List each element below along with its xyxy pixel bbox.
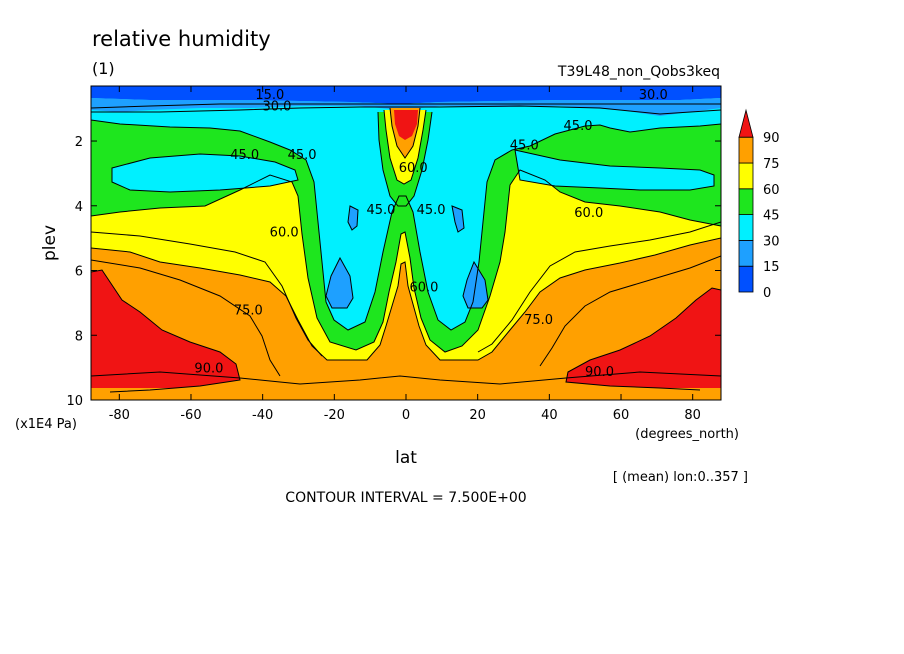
x-tick-label: 20: [469, 408, 486, 423]
mean-note: [ (mean) lon:0..357 ]: [613, 470, 748, 485]
colorbar-swatch: [738, 162, 754, 190]
y-tick-label: 10: [66, 394, 83, 409]
y-tick-label: 2: [75, 135, 83, 150]
contour-line: [377, 111, 433, 207]
contour-label: 60.0: [409, 281, 438, 296]
colorbar-swatch: [738, 239, 754, 267]
colorbar-label: 60: [763, 183, 780, 198]
contour-labels: 15.030.030.045.0 45.045.0 45.045.045.060.0…: [194, 88, 667, 380]
contour-line: [91, 105, 721, 115]
contour-line: [91, 259, 281, 377]
x-tick-label: -60: [180, 408, 201, 423]
fill-15-30-pocket-4: [452, 206, 464, 232]
y-axis-label: plev: [40, 225, 60, 261]
fill-0-15: [91, 86, 721, 104]
contour-line: [565, 287, 721, 391]
fill-90-tongue: [394, 110, 418, 140]
contour-label: 30.0: [639, 88, 668, 103]
contour-line: [111, 153, 299, 193]
contour-interval: CONTOUR INTERVAL = 7.500E+00: [285, 490, 526, 506]
y-tick-label: 4: [75, 200, 83, 215]
contour-label: 90.0: [194, 362, 223, 377]
colorbar-label: 45: [763, 209, 780, 224]
contour-line: [91, 237, 721, 361]
contour-label: 45.0: [510, 138, 539, 153]
fill-15-30-pocket-3: [348, 206, 358, 230]
colorbar-label: 30: [763, 234, 780, 249]
run-name: T39L48_non_Qobs3keq: [557, 64, 720, 80]
colorbar-swatch: [738, 188, 754, 216]
contour-line: [91, 119, 721, 331]
contour-line: [91, 269, 241, 393]
contour-label: 60.0: [399, 161, 428, 176]
contour-line: [91, 103, 721, 109]
chart-title: relative humidity: [92, 27, 271, 51]
colorbar-extend-arrow: [738, 108, 754, 138]
x-tick-label: 0: [402, 408, 410, 423]
contour-line: [91, 231, 323, 357]
x-tick-label: -80: [109, 408, 130, 423]
x-axis-units: (degrees_north): [635, 427, 739, 442]
colorbar-swatch: [738, 214, 754, 241]
contour-line: [462, 260, 489, 309]
colorbar-label: 90: [763, 131, 780, 146]
contour-line: [383, 109, 427, 185]
contour-label: 45.0: [230, 148, 259, 163]
contour-label: 30.0: [263, 99, 292, 114]
contour-line: [514, 149, 715, 191]
x-tick-label: -20: [324, 408, 345, 423]
contour-label: 75.0: [524, 313, 553, 328]
contour-line: [451, 205, 465, 233]
x-tick-label: 80: [684, 408, 701, 423]
contour-line: [347, 205, 359, 231]
contour-label: 45.0: [417, 203, 446, 218]
fill-30-45-lobe-left: [112, 154, 298, 192]
contour-line: [91, 371, 721, 385]
colorbar: 0 15 30 45 60 75 90: [738, 108, 780, 301]
x-tick-label: 40: [541, 408, 558, 423]
fill-15-30-pocket-1: [326, 258, 353, 308]
contour-line: [477, 221, 721, 353]
fill-45-60: [91, 86, 721, 352]
contour-label: 90.0: [585, 365, 614, 380]
colorbar-swatch: [738, 265, 754, 293]
y-axis: 2 4 6 8 10: [66, 135, 721, 409]
y-tick-label: 6: [75, 265, 83, 280]
contour-label: 45.0: [564, 119, 593, 134]
contour-lines: [91, 103, 721, 393]
colorbar-label: 15: [763, 260, 780, 275]
y-tick-label: 8: [75, 329, 83, 344]
contour-line: [325, 256, 354, 309]
y-axis-units: (x1E4 Pa): [15, 417, 77, 432]
units-label: (1): [92, 59, 115, 78]
x-tick-label: 60: [613, 408, 630, 423]
x-axis-label: lat: [395, 448, 417, 468]
fill-90-right: [566, 288, 721, 392]
fill-90-left: [91, 270, 240, 392]
x-axis: -80 -60 -40 -20 0 20 40 60 80: [109, 86, 701, 423]
fill-30-45-lobe-right: [515, 150, 714, 190]
colorbar-label: 0: [763, 286, 771, 301]
x-tick-label: -40: [252, 408, 273, 423]
contour-line: [389, 107, 421, 159]
contour-label: 45.0: [366, 203, 395, 218]
contour-label: 60.0: [270, 226, 299, 241]
contour-label: 60.0: [574, 206, 603, 221]
contour-label: 45.0: [288, 148, 317, 163]
colorbar-swatch: [738, 136, 754, 164]
contour-line: [91, 169, 721, 353]
contour-fill: 15.030.030.045.0 45.045.0 45.045.045.060.0…: [91, 86, 721, 400]
contour-label: 75.0: [234, 303, 263, 318]
contour-line: [539, 255, 721, 367]
colorbar-label: 75: [763, 157, 780, 172]
